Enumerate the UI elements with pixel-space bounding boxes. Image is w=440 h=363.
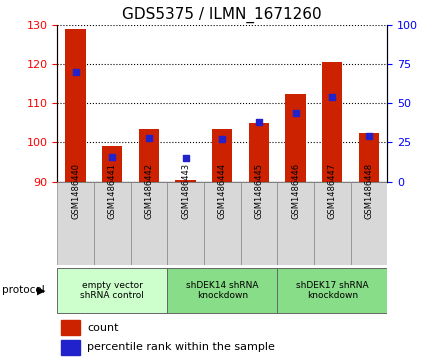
Bar bbox=[57, 268, 167, 313]
Text: percentile rank within the sample: percentile rank within the sample bbox=[87, 342, 275, 352]
Text: shDEK17 shRNA
knockdown: shDEK17 shRNA knockdown bbox=[296, 281, 369, 300]
Point bbox=[255, 119, 262, 125]
Bar bbox=[351, 182, 387, 265]
Text: ▶: ▶ bbox=[37, 285, 46, 295]
Bar bbox=[241, 182, 277, 265]
Bar bbox=[277, 268, 387, 313]
Text: GSM1486440: GSM1486440 bbox=[71, 163, 80, 219]
Text: GSM1486447: GSM1486447 bbox=[328, 163, 337, 219]
Bar bbox=[94, 182, 131, 265]
Point bbox=[145, 135, 152, 141]
Bar bbox=[102, 146, 122, 182]
Text: GSM1486441: GSM1486441 bbox=[108, 163, 117, 219]
Bar bbox=[322, 62, 342, 182]
Text: count: count bbox=[87, 323, 118, 333]
Bar bbox=[359, 133, 379, 182]
Bar bbox=[286, 94, 306, 182]
Bar bbox=[57, 182, 94, 265]
Point bbox=[292, 110, 299, 116]
Bar bbox=[66, 29, 86, 181]
Point bbox=[109, 154, 116, 159]
Point bbox=[329, 94, 336, 100]
Bar bbox=[61, 320, 81, 335]
Point bbox=[72, 69, 79, 75]
Bar bbox=[212, 129, 232, 182]
Bar bbox=[249, 123, 269, 182]
Text: GSM1486448: GSM1486448 bbox=[364, 163, 374, 219]
Text: GSM1486442: GSM1486442 bbox=[144, 163, 154, 219]
Bar bbox=[204, 182, 241, 265]
Text: GSM1486443: GSM1486443 bbox=[181, 163, 190, 219]
Text: GSM1486445: GSM1486445 bbox=[254, 163, 264, 219]
Bar bbox=[277, 182, 314, 265]
Bar bbox=[139, 129, 159, 182]
Bar bbox=[167, 182, 204, 265]
Text: GSM1486446: GSM1486446 bbox=[291, 163, 300, 219]
Text: GSM1486444: GSM1486444 bbox=[218, 163, 227, 219]
Text: shDEK14 shRNA
knockdown: shDEK14 shRNA knockdown bbox=[186, 281, 258, 300]
Text: empty vector
shRNA control: empty vector shRNA control bbox=[80, 281, 144, 300]
Bar bbox=[61, 340, 81, 355]
Bar bbox=[131, 182, 167, 265]
Bar bbox=[176, 180, 196, 182]
Point bbox=[182, 155, 189, 161]
Point bbox=[365, 133, 372, 139]
Bar bbox=[167, 268, 277, 313]
Point bbox=[219, 136, 226, 142]
Bar bbox=[314, 182, 351, 265]
Text: protocol: protocol bbox=[2, 285, 45, 295]
Title: GDS5375 / ILMN_1671260: GDS5375 / ILMN_1671260 bbox=[122, 7, 322, 23]
